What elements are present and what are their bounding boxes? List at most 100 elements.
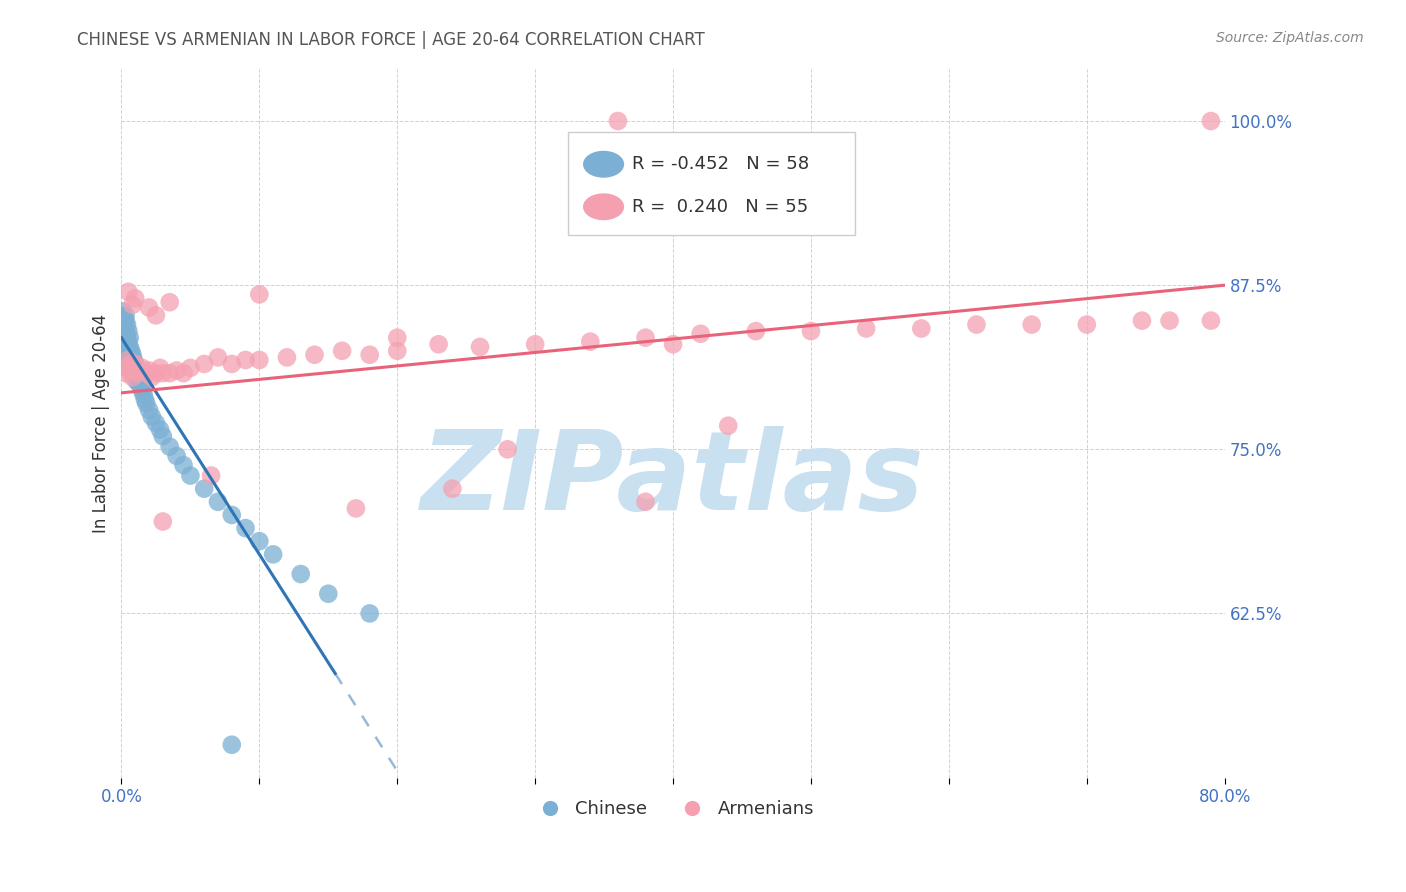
Point: [118, 351, 141, 365]
Point: [1021, 318, 1043, 332]
Point: [121, 348, 143, 362]
Point: [124, 357, 146, 371]
Point: [193, 482, 215, 496]
Point: [112, 318, 135, 332]
Point: [330, 343, 353, 358]
Point: [131, 383, 153, 397]
Point: [468, 340, 491, 354]
Point: [115, 340, 138, 354]
Point: [117, 343, 139, 358]
Point: [124, 366, 146, 380]
Point: [235, 521, 257, 535]
Point: [112, 310, 135, 325]
Point: [159, 366, 181, 380]
Point: [118, 340, 141, 354]
Point: [121, 366, 143, 380]
Point: [634, 331, 657, 345]
Point: [152, 366, 174, 380]
Point: [717, 418, 740, 433]
Point: [173, 366, 195, 380]
Point: [141, 409, 163, 424]
Point: [117, 285, 139, 299]
Point: [134, 392, 156, 407]
Point: [149, 423, 172, 437]
Point: [122, 353, 145, 368]
Point: [149, 360, 172, 375]
Point: [117, 353, 139, 368]
Point: [135, 396, 157, 410]
Point: [145, 416, 167, 430]
Point: [118, 357, 141, 371]
Point: [127, 370, 149, 384]
Point: [359, 348, 381, 362]
Point: [579, 334, 602, 349]
Legend: Chinese, Armenians: Chinese, Armenians: [524, 793, 821, 825]
Point: [118, 331, 141, 345]
Point: [207, 351, 229, 365]
Point: [193, 357, 215, 371]
Point: [387, 331, 409, 345]
Circle shape: [583, 152, 623, 177]
Point: [247, 353, 270, 368]
Point: [159, 295, 181, 310]
Circle shape: [583, 194, 623, 219]
Point: [111, 324, 134, 338]
Point: [114, 366, 136, 380]
Point: [121, 298, 143, 312]
Point: [117, 334, 139, 349]
Point: [166, 449, 188, 463]
Point: [125, 374, 148, 388]
Point: [145, 366, 167, 380]
Point: [120, 343, 142, 358]
Point: [114, 337, 136, 351]
Point: [1159, 313, 1181, 327]
Point: [855, 321, 877, 335]
Point: [120, 353, 142, 368]
Point: [221, 508, 243, 522]
Point: [200, 468, 222, 483]
Point: [122, 363, 145, 377]
Point: [118, 363, 141, 377]
Point: [427, 337, 450, 351]
Point: [124, 357, 146, 371]
Point: [221, 738, 243, 752]
Text: Source: ZipAtlas.com: Source: ZipAtlas.com: [1216, 31, 1364, 45]
Point: [800, 324, 823, 338]
Point: [152, 429, 174, 443]
Point: [247, 534, 270, 549]
Point: [131, 360, 153, 375]
Point: [606, 114, 628, 128]
Point: [115, 360, 138, 375]
Point: [114, 324, 136, 338]
Point: [344, 501, 367, 516]
FancyBboxPatch shape: [568, 132, 855, 235]
Point: [910, 321, 932, 335]
Point: [120, 363, 142, 377]
Point: [129, 379, 152, 393]
Point: [114, 309, 136, 323]
Point: [141, 370, 163, 384]
Text: CHINESE VS ARMENIAN IN LABOR FORCE | AGE 20-64 CORRELATION CHART: CHINESE VS ARMENIAN IN LABOR FORCE | AGE…: [77, 31, 704, 49]
Point: [138, 403, 160, 417]
Point: [634, 495, 657, 509]
Point: [1199, 313, 1222, 327]
Point: [132, 387, 155, 401]
Point: [290, 567, 312, 582]
Point: [138, 363, 160, 377]
Point: [745, 324, 768, 338]
Point: [121, 357, 143, 371]
Point: [166, 363, 188, 377]
Text: ZIPatlas: ZIPatlas: [422, 426, 925, 533]
Point: [125, 363, 148, 377]
Point: [135, 366, 157, 380]
Point: [114, 313, 136, 327]
Point: [1199, 114, 1222, 128]
Point: [966, 318, 988, 332]
Point: [117, 324, 139, 338]
Point: [441, 482, 464, 496]
Point: [124, 291, 146, 305]
Point: [689, 326, 711, 341]
Point: [117, 353, 139, 368]
Point: [121, 370, 143, 384]
Point: [235, 353, 257, 368]
